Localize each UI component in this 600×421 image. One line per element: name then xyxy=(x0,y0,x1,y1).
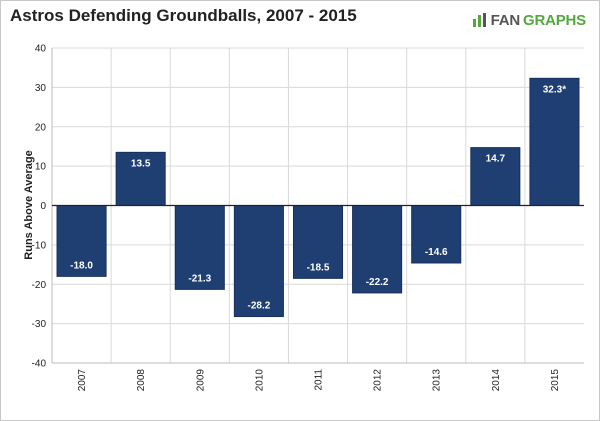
bar-2013 xyxy=(411,205,462,264)
y-tick-label: 20 xyxy=(35,122,47,133)
bar-data-label: 32.3* xyxy=(543,84,566,95)
x-tick-label: 2011 xyxy=(314,369,325,391)
logo-text-fan: FAN xyxy=(490,11,521,29)
bar-data-label: -18.0 xyxy=(70,260,93,271)
bar-2015 xyxy=(529,77,580,206)
y-tick-label: -20 xyxy=(32,280,47,291)
x-tick-label: 2013 xyxy=(432,369,443,392)
bar-2011 xyxy=(292,205,344,279)
y-tick-label: 10 xyxy=(35,162,47,173)
x-tick-label: 2014 xyxy=(491,369,502,392)
x-tick-label: 2008 xyxy=(136,369,147,392)
bar-data-label: -28.2 xyxy=(247,301,270,312)
bar-data-label: -18.5 xyxy=(307,262,330,273)
bar-2009 xyxy=(174,205,225,290)
bar-data-label: -22.2 xyxy=(366,277,389,288)
x-tick-label: 2009 xyxy=(195,369,206,392)
chart-title: Astros Defending Groundballs, 2007 - 201… xyxy=(10,6,357,25)
x-tick-label: 2007 xyxy=(77,369,88,392)
y-tick-label: 0 xyxy=(40,201,46,212)
y-tick-label: -40 xyxy=(32,359,47,370)
fangraphs-logo: FAN GRAPHS xyxy=(472,10,586,30)
y-tick-label: -10 xyxy=(32,240,47,251)
logo-text-graphs: GRAPHS xyxy=(523,11,586,29)
bar-2008 xyxy=(115,151,166,206)
bars: -18.0 13.5 -21.3 -28.2 -18.5 -22.2 -14.6 14.7 32… xyxy=(56,77,580,318)
x-tick-label: 2010 xyxy=(254,369,265,392)
x-tick-label: 2015 xyxy=(550,369,561,392)
bar-data-label: -21.3 xyxy=(188,273,211,284)
bar-data-label: 13.5 xyxy=(131,158,151,169)
bar-2010 xyxy=(233,205,284,318)
bar-2014 xyxy=(470,147,521,206)
y-tick-label: 30 xyxy=(35,83,47,94)
x-tick-label: 2012 xyxy=(373,369,384,392)
y-axis-label: Runs Above Average xyxy=(23,150,35,259)
bar-2007 xyxy=(56,205,107,277)
fangraphs-logo-icon xyxy=(472,13,486,27)
bar-data-label: -14.6 xyxy=(425,247,448,258)
y-tick-label: 40 xyxy=(35,44,47,55)
bar-data-label: 14.7 xyxy=(486,154,506,165)
y-tick-label: -30 xyxy=(32,319,47,330)
